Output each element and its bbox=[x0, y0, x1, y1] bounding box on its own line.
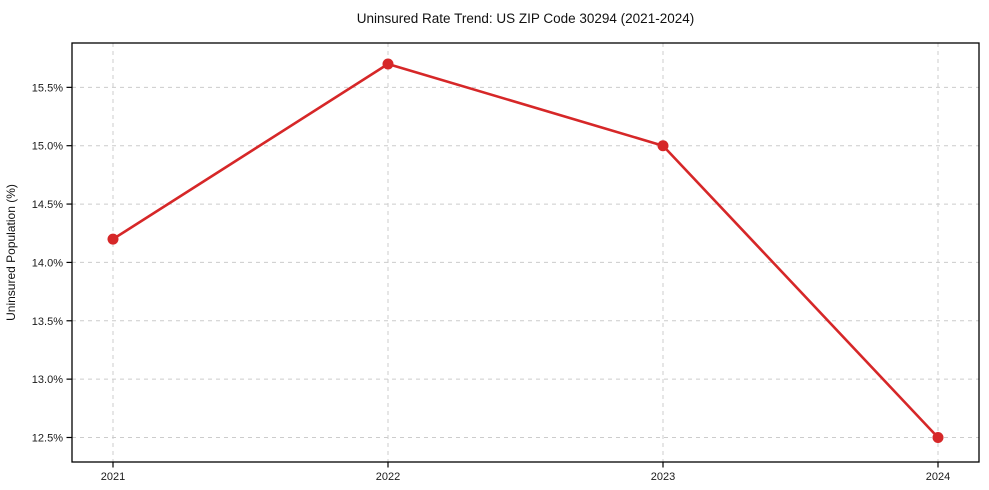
data-point-marker bbox=[932, 431, 944, 443]
y-tick-label: 12.5% bbox=[32, 432, 63, 444]
data-point-marker bbox=[107, 233, 119, 245]
plot-border bbox=[71, 42, 980, 463]
y-tick-label: 15.0% bbox=[32, 141, 63, 153]
data-point-marker bbox=[382, 58, 394, 70]
y-tick-label: 13.5% bbox=[32, 316, 63, 328]
x-tick-label: 2021 bbox=[101, 471, 125, 483]
x-tick-label: 2024 bbox=[926, 471, 950, 483]
y-tick-label: 14.0% bbox=[32, 257, 63, 269]
y-tick-label: 15.5% bbox=[32, 82, 63, 94]
y-tick-label: 14.5% bbox=[32, 199, 63, 211]
chart-title: Uninsured Rate Trend: US ZIP Code 30294 … bbox=[357, 11, 694, 26]
trend-line bbox=[111, 62, 940, 439]
x-tick-label: 2023 bbox=[651, 471, 675, 483]
data-series-layer bbox=[107, 58, 944, 443]
plot-border-layer bbox=[71, 42, 980, 463]
y-axis-label: Uninsured Population (%) bbox=[4, 184, 18, 321]
data-point-marker bbox=[657, 140, 669, 152]
ticks-layer: 12.5% 13.0% 13.5% 14.0% 14.5% 15.0% 15.5% 2021 2… bbox=[32, 82, 950, 483]
x-tick-label: 2022 bbox=[376, 471, 400, 483]
y-tick-label: 13.0% bbox=[32, 374, 63, 386]
